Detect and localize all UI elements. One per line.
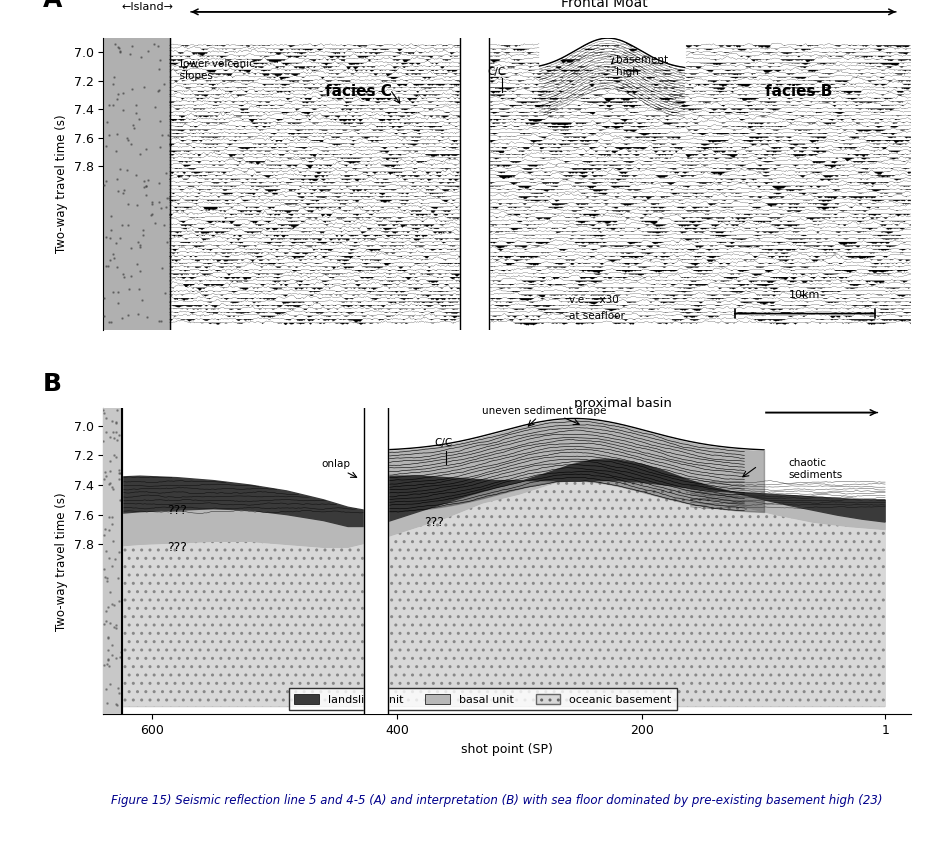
Text: uneven sediment drape: uneven sediment drape <box>482 406 606 416</box>
Bar <box>103 408 122 714</box>
Text: Frontal Moat: Frontal Moat <box>561 0 647 10</box>
Text: A: A <box>43 0 62 12</box>
Bar <box>364 393 389 847</box>
Text: ???: ??? <box>167 540 187 554</box>
Text: proximal basin: proximal basin <box>575 397 672 410</box>
Polygon shape <box>373 458 885 541</box>
X-axis label: shot point (SP): shot point (SP) <box>461 743 553 756</box>
Polygon shape <box>103 476 373 527</box>
Text: ???: ??? <box>423 516 443 529</box>
Text: basement
high: basement high <box>616 55 669 77</box>
Text: facies B: facies B <box>765 84 833 98</box>
Text: ←Island→: ←Island→ <box>122 2 174 12</box>
Text: B: B <box>43 372 62 396</box>
Text: Figure 15) Seismic reflection line 5 and 4-5 (A) and interpretation (B) with sea: Figure 15) Seismic reflection line 5 and… <box>112 794 883 806</box>
Bar <box>103 38 170 329</box>
Y-axis label: Two-way travel time (s): Two-way travel time (s) <box>55 492 68 630</box>
Y-axis label: Two-way travel time (s): Two-way travel time (s) <box>55 114 68 253</box>
Polygon shape <box>103 541 373 707</box>
Text: C/C: C/C <box>435 438 453 448</box>
Text: - lower volcanic
  slopes: - lower volcanic slopes <box>173 59 254 81</box>
Text: ???: ??? <box>167 504 187 517</box>
Bar <box>460 24 489 847</box>
Text: C/C: C/C <box>487 67 506 76</box>
Polygon shape <box>373 460 885 527</box>
Text: onlap: onlap <box>321 459 350 468</box>
Legend: landslide unit, basal unit, oceanic basement: landslide unit, basal unit, oceanic base… <box>289 688 677 711</box>
Text: chaotic
sediments: chaotic sediments <box>789 458 842 480</box>
Polygon shape <box>373 470 885 707</box>
Polygon shape <box>103 509 373 547</box>
Text: facies C: facies C <box>326 84 393 98</box>
